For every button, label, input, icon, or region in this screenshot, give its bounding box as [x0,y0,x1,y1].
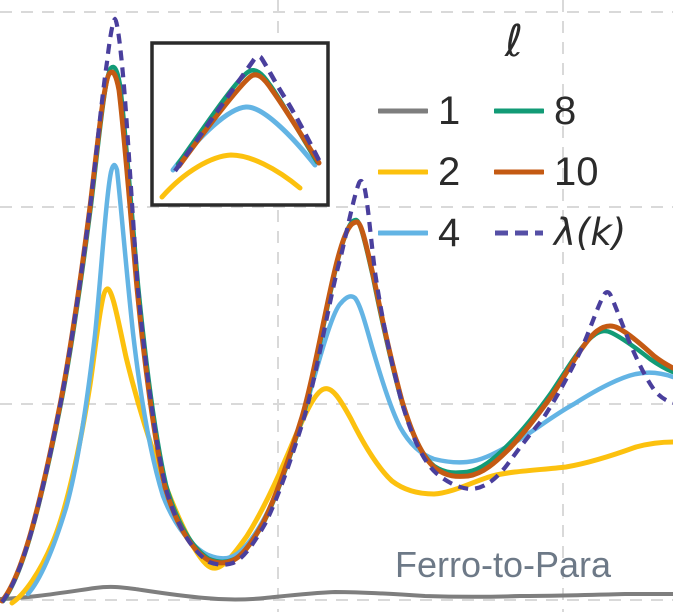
legend-swatch-l8 [494,108,544,113]
inset-line-l2 [159,152,303,200]
legend: ℓ 1 8 2 [378,16,648,263]
legend-grid: 1 8 2 10 [378,80,648,263]
legend-swatch-l4 [378,230,428,235]
legend-item-l10: 10 [494,152,648,192]
legend-item-l8: 8 [494,91,648,131]
legend-label-lambda: λ(k) [554,211,627,254]
series-line-l1 [0,584,673,602]
legend-swatch-l1 [378,108,428,113]
legend-label-l1: 1 [438,88,461,133]
legend-swatch-l10 [494,169,544,174]
legend-label-l2: 2 [438,149,461,194]
inset-plot [150,41,330,207]
legend-label-l4: 4 [438,210,461,255]
legend-item-l1: 1 [378,91,494,131]
legend-item-lambda: λ(k) [494,214,648,251]
legend-item-l2: 2 [378,152,494,192]
legend-label-l8: 8 [554,88,577,133]
legend-item-l4: 4 [378,213,494,253]
inset-line-lambda [173,54,324,173]
legend-swatch-lambda [495,230,543,235]
series-line-lambda [0,16,673,604]
legend-title: ℓ [504,16,524,67]
phase-annotation: Ferro-to-Para [394,544,612,585]
inset-line-l10 [176,72,322,169]
legend-label-l10: 10 [554,149,599,194]
legend-swatch-l2 [378,169,428,174]
